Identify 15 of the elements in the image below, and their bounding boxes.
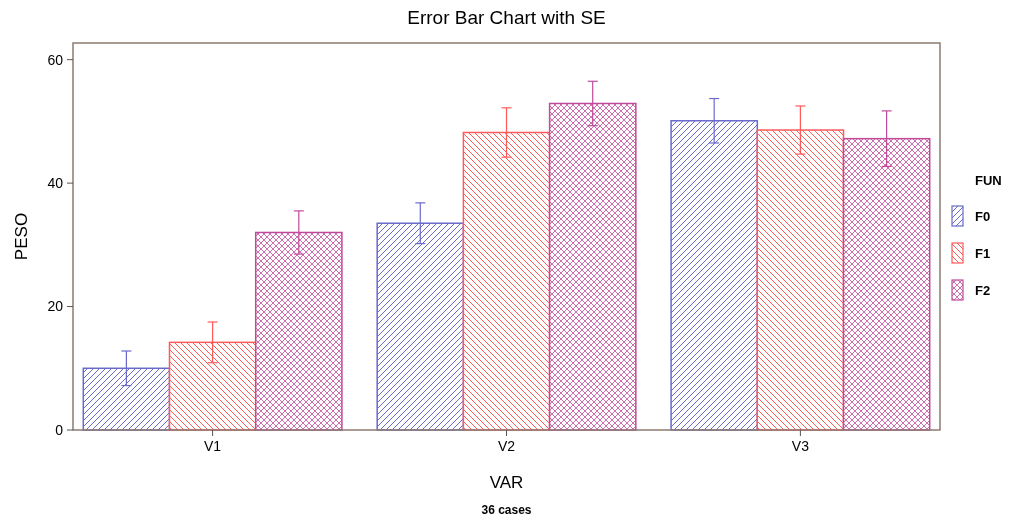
x-tick-label: V1 bbox=[204, 438, 222, 454]
legend-label: F2 bbox=[975, 282, 991, 298]
legend-label: F1 bbox=[975, 245, 991, 261]
y-tick-label: 20 bbox=[47, 298, 64, 315]
y-axis-title: PESO bbox=[12, 212, 31, 261]
x-axis-title: VAR bbox=[489, 473, 524, 492]
legend-title: FUN bbox=[975, 172, 1002, 188]
x-tick-label: V3 bbox=[791, 438, 810, 454]
chart-title: Error Bar Chart with SE bbox=[407, 7, 606, 28]
legend-label: F0 bbox=[975, 208, 991, 224]
y-tick-label: 40 bbox=[47, 175, 64, 192]
y-tick-label: 60 bbox=[47, 51, 64, 68]
y-tick-label: 0 bbox=[55, 421, 64, 438]
x-tick-label: V2 bbox=[497, 438, 516, 454]
text: 36 cases bbox=[481, 503, 532, 517]
